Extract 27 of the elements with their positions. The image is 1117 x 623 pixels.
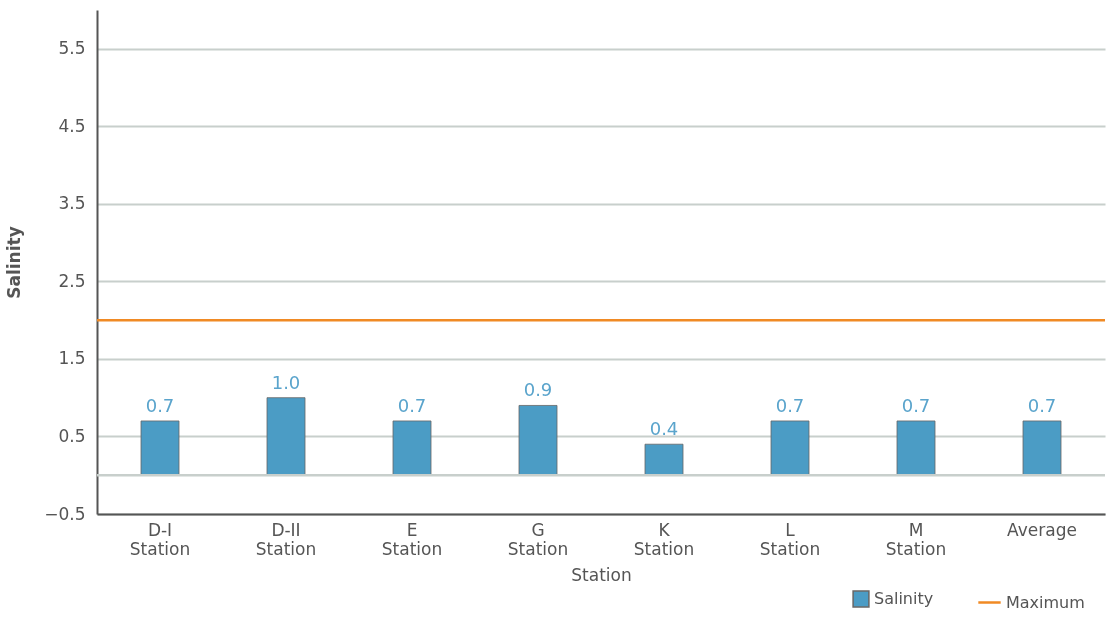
y-axis-title: Salinity: [4, 226, 25, 299]
y-tick-label: 1.5: [58, 348, 86, 369]
x-axis-title: Station: [571, 564, 632, 585]
x-tick-label: E Station: [381, 519, 443, 559]
y-tick-label: −0.5: [44, 503, 86, 524]
data-label: 1.0: [271, 371, 301, 393]
x-tick-label: Average: [1007, 519, 1077, 540]
data-label: 0.4: [649, 418, 679, 440]
x-tick-label: G Station: [507, 519, 569, 559]
data-label: 0.9: [523, 379, 553, 401]
x-tick-label: K Station: [633, 519, 695, 559]
data-label: 0.7: [397, 394, 427, 416]
x-tick-label: L Station: [759, 519, 821, 559]
data-label: 0.7: [145, 394, 175, 416]
x-tick-label: M Station: [885, 519, 947, 559]
y-tick-label: 0.5: [58, 425, 86, 446]
data-label: 0.7: [1027, 394, 1057, 416]
data-label: 0.7: [775, 394, 805, 416]
legend-label: Maximum: [1006, 592, 1085, 612]
y-tick-label: 3.5: [58, 193, 86, 214]
x-tick-label: D-II Station: [255, 519, 317, 559]
y-tick-label: 4.5: [58, 115, 86, 136]
data-label: 0.7: [901, 394, 931, 416]
legend-label: Salinity: [874, 589, 934, 608]
x-tick-label: D-I Station: [129, 519, 191, 559]
y-tick-label: 2.5: [58, 270, 86, 291]
y-tick-label: 5.5: [58, 38, 86, 59]
